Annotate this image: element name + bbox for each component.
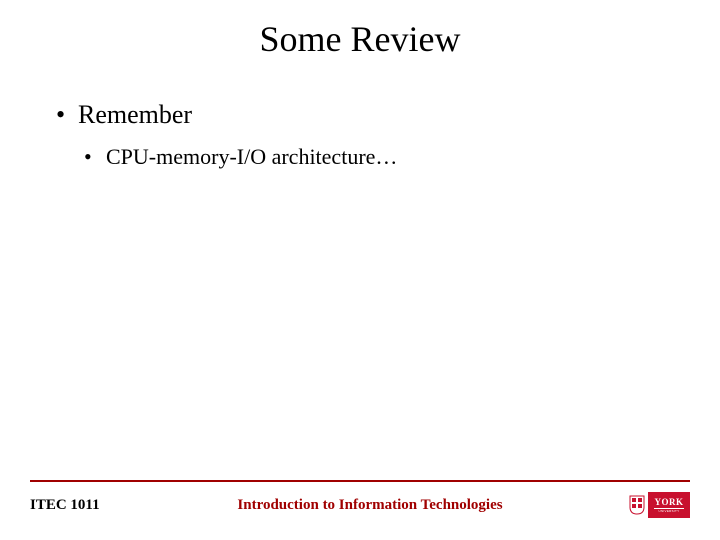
footer-divider [30,480,690,482]
slide-content: Remember CPU-memory-I/O architecture… [0,60,720,170]
bullet-level2: CPU-memory-I/O architecture… [78,144,670,170]
bullet-level1: Remember [50,100,670,130]
york-wordmark: YORK UNIVERSITY [648,492,690,518]
course-title: Introduction to Information Technologies [130,497,610,514]
york-text: YORK [655,498,684,507]
course-code: ITEC 1011 [30,497,130,514]
york-subtext: UNIVERSITY [658,510,679,513]
york-logo: YORK UNIVERSITY [610,492,690,518]
slide-title: Some Review [0,0,720,60]
york-crest-icon [629,495,645,515]
slide-footer: ITEC 1011 Introduction to Information Te… [0,486,720,518]
